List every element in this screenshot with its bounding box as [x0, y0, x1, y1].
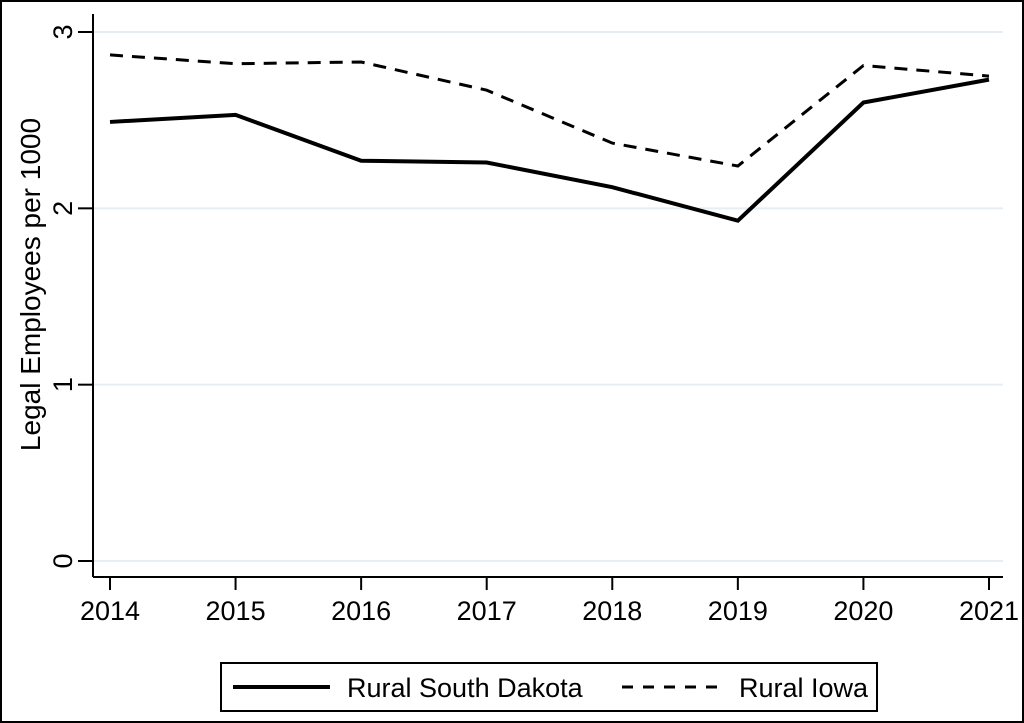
y-tick-label: 0: [48, 553, 78, 568]
legend-label-rural-south-dakota: Rural South Dakota: [347, 673, 584, 703]
x-tick-label: 2017: [457, 596, 517, 626]
x-tick-label: 2014: [80, 596, 140, 626]
x-tick-label: 2015: [206, 596, 266, 626]
series-line-rural-south-dakota: [109, 77, 990, 223]
y-tick-label: 2: [48, 201, 78, 216]
legend-label-rural-iowa: Rural Iowa: [739, 673, 869, 703]
x-tick-label: 2018: [582, 596, 642, 626]
x-tick-label: 2021: [959, 596, 1019, 626]
y-axis-title: Legal Employees per 1000: [15, 118, 46, 451]
y-tick-label: 1: [48, 377, 78, 392]
y-tick-label: 3: [48, 24, 78, 39]
series-line-rural-iowa: [109, 53, 990, 168]
x-tick-label: 2020: [833, 596, 893, 626]
x-tick-label: 2016: [331, 596, 391, 626]
x-tick-label: 2019: [708, 596, 768, 626]
legend-box: [220, 662, 878, 712]
